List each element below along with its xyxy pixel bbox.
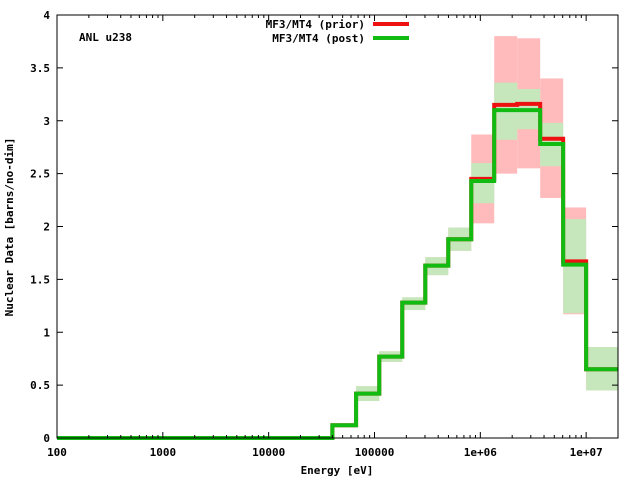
series-lines: [57, 101, 618, 440]
legend: MF3/MT4 (prior) MF3/MT4 (post): [266, 18, 409, 45]
x-tick-label: 1e+06: [464, 446, 497, 459]
x-tick-label: 100: [47, 446, 67, 459]
y-tick-label: 3: [43, 115, 50, 128]
x-tick-label: 1e+07: [570, 446, 603, 459]
y-tick-label: 1: [43, 326, 50, 339]
x-tick-label: 10000: [252, 446, 285, 459]
y-tick-label: 0.5: [30, 379, 50, 392]
legend-label-prior: MF3/MT4 (prior): [266, 18, 365, 31]
post-uncertainty-bands: [332, 82, 618, 427]
ticks: 0 0.5 1 1.5 2 2.5 3 3.5 4 100 1000 10000 100000 1e+06…: [30, 9, 619, 459]
y-tick-label: 2: [43, 221, 50, 234]
annotation-label: ANL u238: [79, 31, 132, 44]
y-tick-label: 4: [43, 9, 50, 22]
y-tick-label: 1.5: [30, 273, 50, 286]
post-band-7: [471, 163, 495, 204]
x-axis-label: Energy [eV]: [301, 464, 374, 477]
y-tick-label: 2.5: [30, 168, 50, 181]
x-tick-label: 100000: [355, 446, 395, 459]
y-axis-label: Nuclear Data [barns/no-dim]: [3, 138, 16, 317]
y-tick-label: 0: [43, 432, 50, 445]
y-tick-label: 3.5: [30, 62, 50, 75]
x-tick-label: 1000: [150, 446, 177, 459]
legend-label-post: MF3/MT4 (post): [272, 32, 365, 45]
post-series-line: [57, 108, 618, 440]
